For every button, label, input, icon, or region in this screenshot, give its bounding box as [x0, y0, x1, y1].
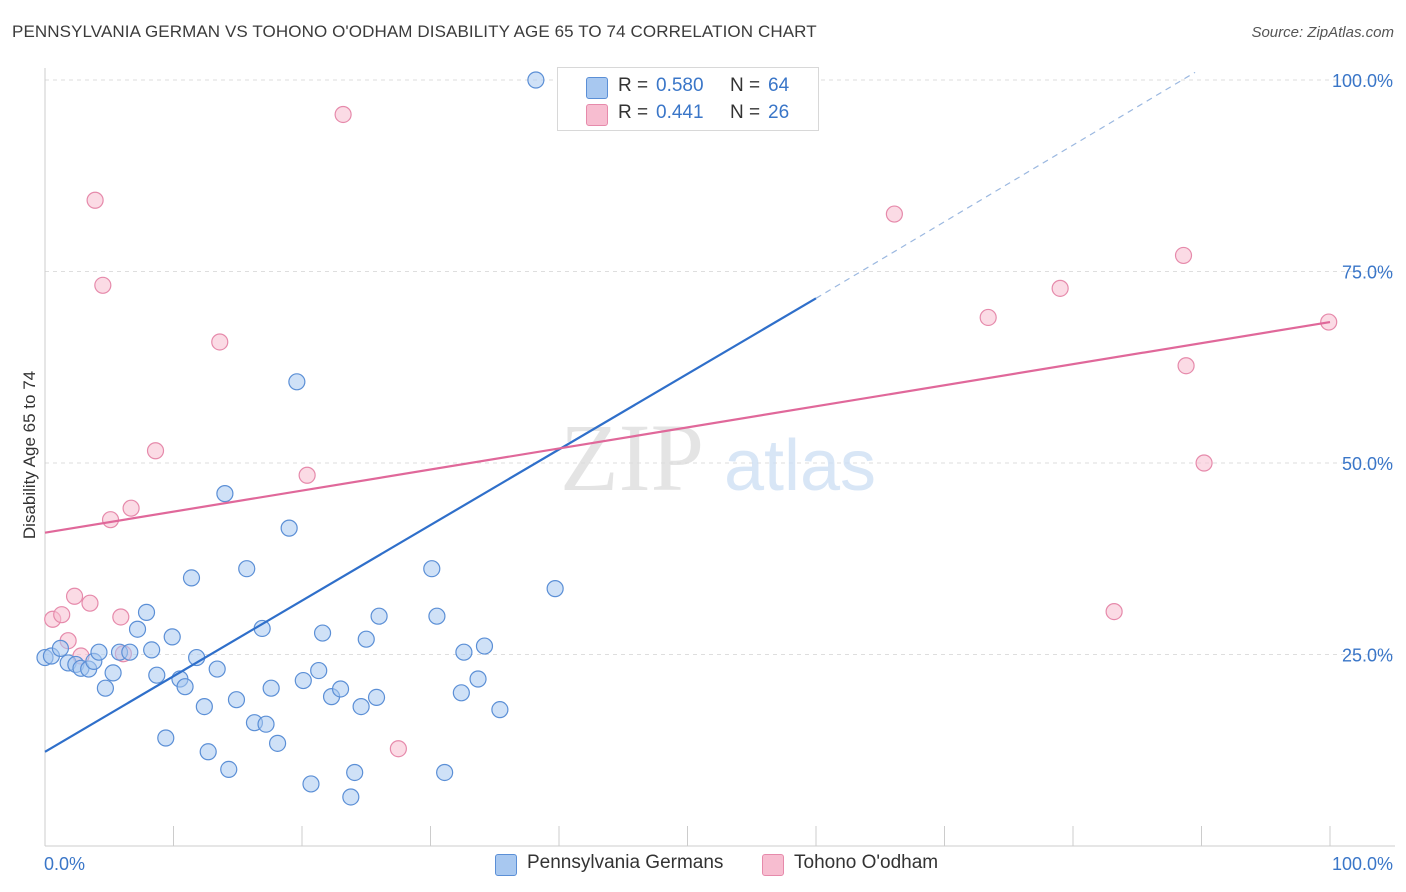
tohono-point	[53, 606, 71, 624]
pennsylvania-point	[268, 734, 287, 752]
pennsylvania-point	[469, 670, 487, 688]
y-axis-label: Disability Age 65 to 74	[20, 371, 39, 539]
chart-title: PENNSYLVANIA GERMAN VS TOHONO O'ODHAM DI…	[12, 22, 817, 41]
pennsylvania-point	[257, 715, 275, 733]
tohono-point	[1174, 246, 1193, 265]
tohono-point	[1105, 603, 1123, 621]
y-tick-label: 75.0%	[1342, 263, 1393, 283]
tohono-point	[146, 442, 165, 460]
tohono-point	[1051, 279, 1069, 297]
pennsylvania-point	[195, 697, 213, 716]
tohono-point	[65, 587, 84, 605]
x-tick-label: 100.0%	[1332, 854, 1393, 874]
pennsylvania-trend-extension	[815, 71, 1196, 299]
tohono-point	[1195, 454, 1213, 472]
pennsylvania-point	[262, 679, 280, 697]
pennsylvania-point	[346, 763, 364, 782]
watermark-atlas: atlas	[724, 426, 876, 506]
correlation-legend: R = 0.580 N = 64 R = 0.441 N = 26	[557, 67, 819, 131]
legend-swatch-blue	[586, 77, 608, 99]
pennsylvania-point	[288, 373, 306, 391]
pennsylvania-point	[527, 71, 545, 89]
x-tick-label: 0.0%	[44, 854, 85, 874]
pennsylvania-point	[157, 729, 175, 747]
tohono-point	[1177, 357, 1195, 375]
pennsylvania-point	[428, 607, 446, 625]
tick-labels: 25.0% 50.0% 75.0% 100.0% 0.0% 100.0%	[44, 71, 1393, 874]
pennsylvania-point	[96, 679, 114, 697]
bottom-legend-swatch-blue	[495, 854, 517, 876]
bottom-legend-swatch-pink	[762, 854, 784, 876]
legend-n-label: N =	[730, 102, 761, 123]
pennsylvania-point	[342, 788, 360, 806]
pennsylvania-point	[143, 641, 161, 659]
tohono-point	[81, 594, 99, 612]
pennsylvania-point	[176, 678, 194, 696]
pennsylvania-point	[163, 628, 181, 646]
pennsylvania-point	[367, 688, 386, 706]
legend-swatch-pink	[586, 104, 608, 126]
legend-r-label: R =	[618, 102, 649, 123]
pennsylvania-point	[227, 691, 246, 709]
pennsylvania-point	[423, 560, 441, 578]
tohono-point	[122, 499, 140, 517]
tohono-point	[112, 608, 130, 626]
trend-lines	[44, 71, 1331, 753]
pennsylvania-point	[199, 743, 217, 761]
pennsylvania-point	[370, 607, 388, 625]
bottom-legend-label: Pennsylvania Germans	[527, 852, 724, 873]
tohono-point	[211, 333, 229, 351]
pennsylvania-point	[128, 620, 147, 638]
axes	[44, 68, 1395, 847]
tohono-point	[298, 466, 316, 484]
pennsylvania-point	[455, 643, 473, 661]
source-label: Source: ZipAtlas.com	[1251, 24, 1394, 41]
y-tick-label: 100.0%	[1332, 71, 1393, 91]
pennsylvania-point	[182, 569, 201, 587]
pennsylvania-point	[294, 671, 312, 690]
pennsylvania-point	[491, 701, 509, 719]
pennsylvania-point	[137, 603, 156, 621]
y-tick-label: 50.0%	[1342, 454, 1393, 474]
pennsylvania-trend-line	[44, 297, 817, 753]
pennsylvania-point	[331, 680, 350, 698]
pennsylvania-point	[357, 630, 375, 648]
legend-r-value: 0.441	[656, 102, 704, 123]
pennsylvania-point	[436, 763, 454, 782]
pennsylvania-point	[121, 643, 139, 661]
pennsylvania-point	[546, 580, 564, 598]
pennsylvania-point	[51, 639, 70, 657]
pennsylvania-point	[104, 664, 122, 682]
legend-n-value: 26	[768, 102, 790, 123]
legend-n-value: 64	[768, 75, 790, 96]
pennsylvania-point	[452, 684, 470, 702]
pennsylvania-point	[238, 560, 256, 578]
legend-n-label: N =	[730, 75, 761, 96]
pennsylvania-point	[148, 666, 166, 684]
tohono-point	[389, 740, 407, 758]
pennsylvania-point	[208, 660, 226, 678]
pennsylvania-point	[313, 624, 332, 642]
pennsylvania-point	[220, 760, 238, 779]
tohono-point	[94, 276, 112, 294]
legend-r-value: 0.580	[656, 75, 704, 96]
tohono-point	[334, 105, 352, 124]
tohono-point	[101, 511, 120, 529]
legend-r-label: R =	[618, 75, 649, 96]
pennsylvania-point	[90, 643, 108, 661]
pennsylvania-point	[280, 519, 298, 537]
pennsylvania-point	[216, 485, 234, 503]
tohono-point	[979, 308, 997, 327]
watermark-zip: ZIP	[560, 404, 704, 511]
tohono-trend-line	[44, 320, 1331, 534]
pennsylvania-point	[352, 697, 370, 716]
tohono-point	[885, 205, 903, 223]
pennsylvania-point	[310, 661, 328, 680]
pennsylvania-point	[302, 775, 320, 793]
bottom-legend-label: Tohono O'odham	[794, 852, 939, 873]
tohono-point	[86, 191, 104, 209]
pennsylvania-point	[475, 637, 494, 655]
y-tick-label: 25.0%	[1342, 646, 1393, 666]
